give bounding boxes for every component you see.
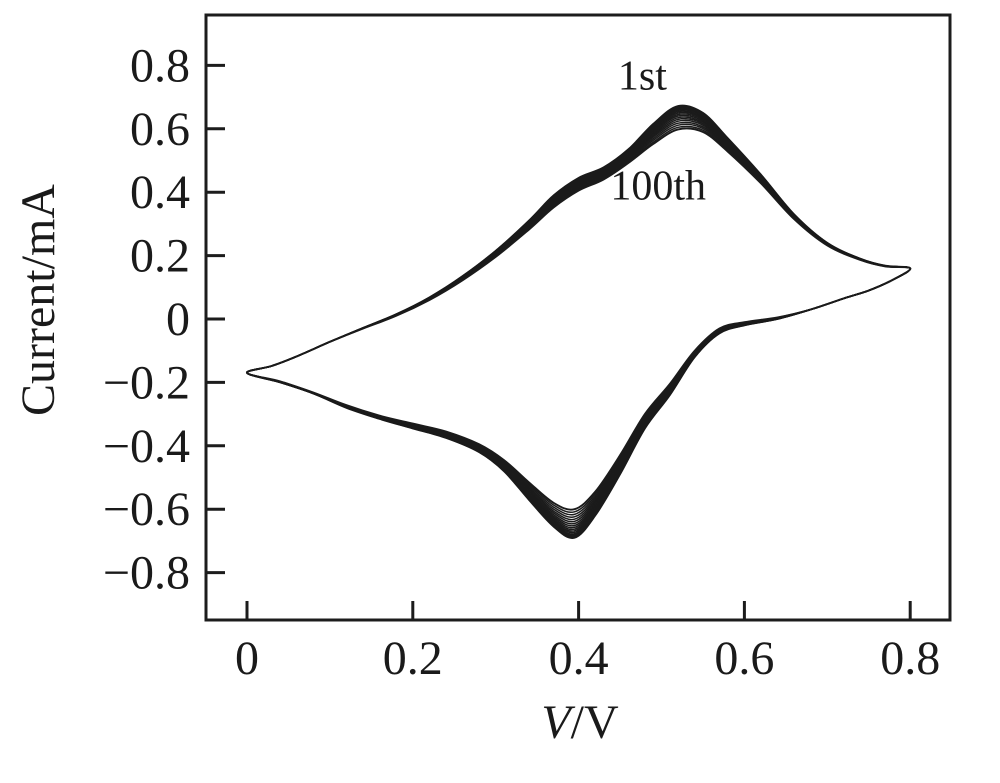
y-axis-title: Current/mA [12,184,65,416]
x-tick-label: 0.6 [714,632,774,685]
cv-cycle-curve [246,105,911,538]
x-axis-title-variable: V [541,696,575,749]
x-axis-title-unit: /V [571,696,619,749]
x-tick-label: 0.2 [383,632,443,685]
x-axis-tick-labels: 0 0.2 0.4 0.6 0.8 [235,632,940,685]
cv-cycle-curve [246,104,912,539]
cv-cycle-curve [246,111,911,531]
x-axis-title: V/V [541,696,619,749]
y-tick-label: 0.2 [130,230,190,283]
cv-cycle-curve [246,127,912,511]
x-tick-label: 0.4 [549,632,609,685]
cv-cycle-curves [246,104,912,539]
annotation-1st-cycle: 1st [618,54,667,100]
cv-cycle-curve [246,106,911,538]
cv-cycle-curve [246,108,911,535]
x-axis-ticks [245,601,912,620]
y-tick-label: −0.8 [103,547,190,600]
annotation-100th-cycle: 100th [610,163,706,209]
y-tick-label: 0.6 [130,103,190,156]
x-tick-label: 0.8 [880,632,940,685]
y-axis-ticks [206,63,225,575]
y-tick-label: −0.2 [103,356,190,409]
cv-cycle-curve [246,107,911,536]
cv-cycle-curve [246,109,911,534]
cv-cycle-curve [246,110,911,532]
y-tick-label: −0.4 [103,420,190,473]
cv-cycle-curve [246,105,911,539]
y-tick-label: 0.4 [130,166,190,219]
x-tick-label: 0 [235,632,259,685]
y-tick-label: 0.8 [130,39,190,92]
cv-cycle-curve [246,113,911,529]
y-tick-label: −0.6 [103,483,190,536]
y-axis-tick-labels: 0.8 0.6 0.4 0.2 0 −0.2 −0.4 −0.6 −0.8 [103,39,190,599]
y-tick-label: 0 [166,293,190,346]
